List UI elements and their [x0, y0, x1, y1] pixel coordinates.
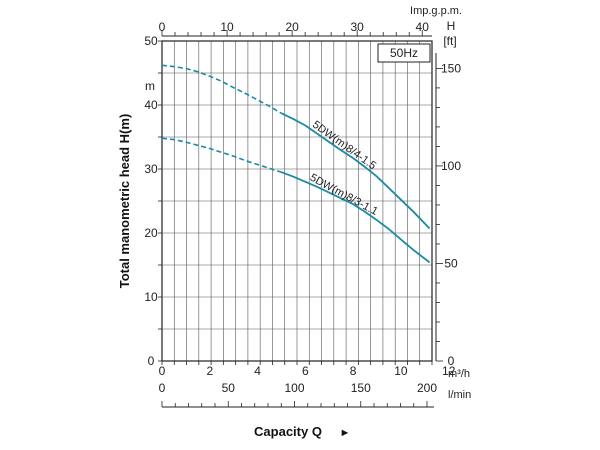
y-tick-label: 40 [144, 98, 158, 112]
series-layer [161, 64, 431, 264]
top-tick-label: 0 [159, 20, 166, 34]
lmin-tick-label: 0 [159, 381, 166, 395]
right-h-label: H [447, 19, 456, 33]
y-tick-label: 0 [148, 354, 155, 368]
bottom-m3h-unit: m³/h [448, 368, 470, 380]
frequency-badge [377, 43, 431, 63]
y-tick-label: 10 [144, 290, 158, 304]
x-axis-title: Capacity Q [254, 424, 322, 439]
series-solid-line [281, 112, 431, 230]
x-axis-arrow: ► [340, 427, 351, 439]
lmin-tick-label: 50 [222, 381, 236, 395]
bottom-lmin-unit: l/min [448, 389, 471, 401]
right-tick-label: 50 [444, 256, 458, 270]
lmin-tick-label: 150 [351, 381, 371, 395]
lmin-tick-label: 100 [284, 381, 304, 395]
x-tick-label: 4 [254, 364, 261, 378]
x-tick-label: 6 [302, 364, 309, 378]
x-tick-label: 2 [206, 364, 213, 378]
grid-lines [162, 41, 432, 361]
right-tick-label: 150 [441, 61, 461, 75]
y-tick-label: 30 [144, 162, 158, 176]
y-tick-label: 20 [144, 226, 158, 240]
series-dashed-line [161, 137, 282, 173]
x-tick-label: 8 [350, 364, 357, 378]
x-tick-label: 12 [442, 364, 456, 378]
top-unit-label: Imp.g.p.m. [410, 5, 462, 17]
right-ft-label: [ft] [443, 34, 456, 48]
series-solid-line [281, 171, 431, 264]
right-tick-label: 0 [448, 354, 455, 368]
x-tick-label: 0 [159, 364, 166, 378]
top-tick-label: 40 [416, 20, 430, 34]
x-tick-label: 10 [394, 364, 408, 378]
top-tick-label: 10 [220, 20, 234, 34]
frequency-label: 50Hz [390, 46, 418, 60]
y-axis-title: Total manometric head H(m) [117, 114, 132, 289]
y-tick-label: 50 [144, 34, 158, 48]
top-tick-label: 30 [351, 20, 365, 34]
right-tick-label: 100 [441, 159, 461, 173]
lmin-tick-label: 200 [417, 381, 437, 395]
series-dashed-line [161, 64, 282, 114]
top-tick-label: 20 [285, 20, 299, 34]
left-unit-label: m [145, 79, 155, 93]
